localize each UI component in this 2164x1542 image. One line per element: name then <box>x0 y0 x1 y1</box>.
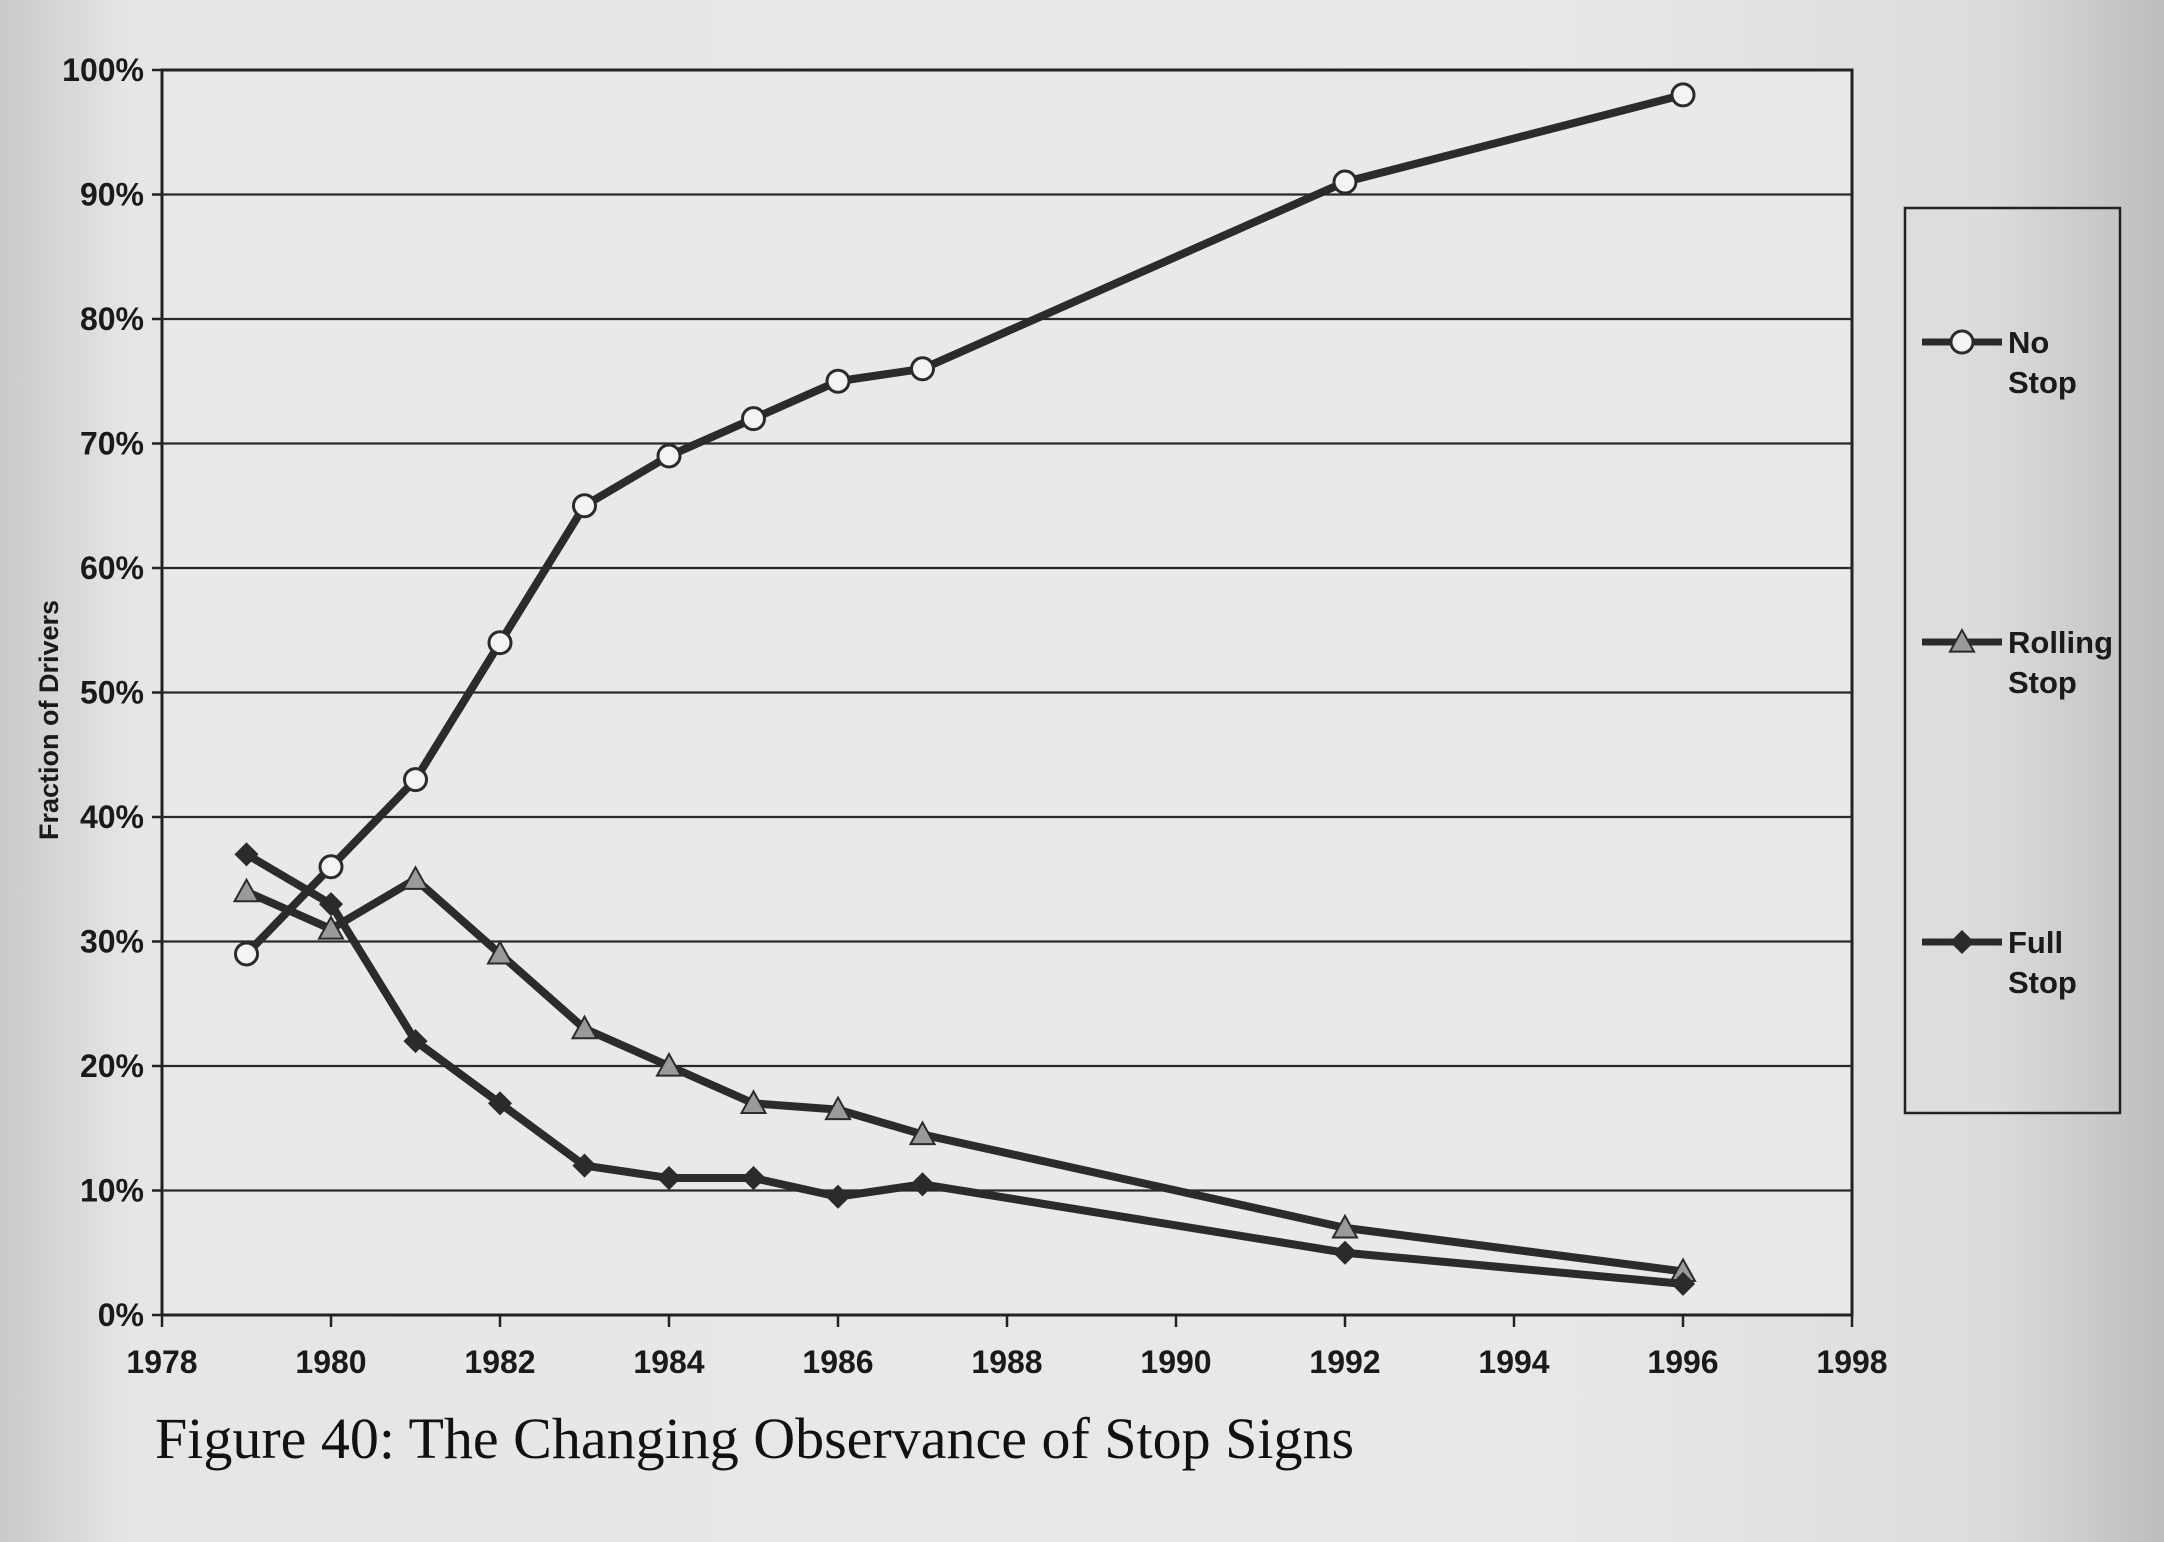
data-point-triangle-marker <box>401 865 430 890</box>
legend-label: Stop <box>2008 365 2077 400</box>
data-point-diamond-marker <box>234 842 259 867</box>
x-tick-labels: 1978 1980 1982 1984 1986 1988 1990 1992 1994 1996… <box>126 1344 1887 1380</box>
legend-label: Rolling <box>2008 625 2113 660</box>
y-tick-label: 60% <box>80 550 144 586</box>
data-point-diamond-marker <box>910 1172 935 1197</box>
x-tick-label: 1990 <box>1140 1344 1211 1380</box>
data-point-circle-marker <box>1670 82 1696 108</box>
data-point-triangle-marker <box>739 1089 768 1114</box>
data-point-triangle-marker <box>232 877 261 903</box>
data-point-circle-marker <box>741 406 766 432</box>
data-point-diamond-marker <box>487 1091 513 1116</box>
data-point-diamond-marker <box>572 1153 597 1178</box>
data-point-triangle-marker <box>655 1051 683 1077</box>
x-tick-label: 1994 <box>1478 1344 1549 1380</box>
axes <box>152 68 1854 1327</box>
data-point-triangle-marker <box>908 1120 937 1146</box>
x-tick-label: 1984 <box>633 1344 704 1380</box>
x-tick-label: 1980 <box>295 1344 366 1380</box>
y-tick-label: 90% <box>80 177 144 213</box>
x-tick-label: 1992 <box>1309 1344 1380 1380</box>
y-tick-label: 100% <box>62 52 144 88</box>
series-no-stop <box>234 82 1696 967</box>
data-point-diamond-marker <box>656 1165 682 1191</box>
y-tick-label: 40% <box>80 799 144 835</box>
data-point-diamond-marker <box>1332 1240 1358 1265</box>
data-point-circle-marker <box>1332 169 1358 195</box>
legend-item: Full Stop <box>1922 925 2077 1000</box>
legend-diamond-marker <box>1949 929 1975 955</box>
y-tick-label: 10% <box>80 1173 144 1209</box>
y-tick-label: 30% <box>80 924 144 960</box>
legend-label: No <box>2008 325 2049 360</box>
legend-label: Stop <box>2008 965 2077 1000</box>
data-point-diamond-marker <box>318 892 344 917</box>
data-point-circle-marker <box>487 630 513 656</box>
data-point-diamond-marker <box>403 1029 428 1054</box>
data-point-triangle-marker <box>486 939 514 965</box>
y-tick-label: 0% <box>98 1297 144 1333</box>
data-point-circle-marker <box>825 368 851 394</box>
x-tick-label: 1986 <box>802 1344 873 1380</box>
series-full-stop <box>234 842 1696 1296</box>
data-point-circle-marker <box>318 854 344 880</box>
data-point-circle-marker <box>403 767 428 793</box>
data-point-diamond-marker <box>1670 1271 1696 1296</box>
data-point-circle-marker <box>572 493 597 519</box>
x-tick-label: 1998 <box>1816 1344 1887 1380</box>
x-tick-label: 1982 <box>464 1344 535 1380</box>
data-point-circle-marker <box>234 941 259 967</box>
series-lines <box>232 82 1697 1296</box>
data-point-circle-marker <box>656 443 682 469</box>
y-tick-label: 50% <box>80 675 144 711</box>
y-tick-label: 20% <box>80 1048 144 1084</box>
legend-circle-marker <box>1949 329 1975 355</box>
y-tick-labels: 0% 10% 20% 30% 40% 50% 60% 70% 80% 90% 100% <box>62 52 144 1333</box>
data-point-diamond-marker <box>825 1184 851 1209</box>
data-point-triangle-marker <box>1331 1213 1359 1239</box>
legend-label: Stop <box>2008 665 2077 700</box>
data-point-triangle-marker <box>570 1014 599 1040</box>
legend: No Stop Rolling Stop Full Stop <box>1922 325 2113 1000</box>
y-tick-label: 80% <box>80 301 144 337</box>
legend-item: No Stop <box>1922 325 2077 400</box>
legend-triangle-marker <box>1948 627 1976 653</box>
data-point-diamond-marker <box>741 1165 766 1191</box>
legend-item: Rolling Stop <box>1922 625 2113 700</box>
data-point-circle-marker <box>910 356 935 382</box>
y-axis-title: Fraction of Drivers <box>34 600 64 840</box>
x-tick-label: 1978 <box>126 1344 197 1380</box>
y-tick-label: 70% <box>80 426 144 462</box>
legend-box <box>1903 206 2122 1115</box>
x-tick-label: 1988 <box>971 1344 1042 1380</box>
x-tick-label: 1996 <box>1647 1344 1718 1380</box>
data-point-triangle-marker <box>317 914 345 940</box>
series-rolling-stop <box>232 865 1697 1283</box>
figure-caption: Figure 40: The Changing Observance of St… <box>155 1406 1355 1471</box>
data-point-triangle-marker <box>824 1095 852 1121</box>
legend-label: Full <box>2008 925 2063 960</box>
